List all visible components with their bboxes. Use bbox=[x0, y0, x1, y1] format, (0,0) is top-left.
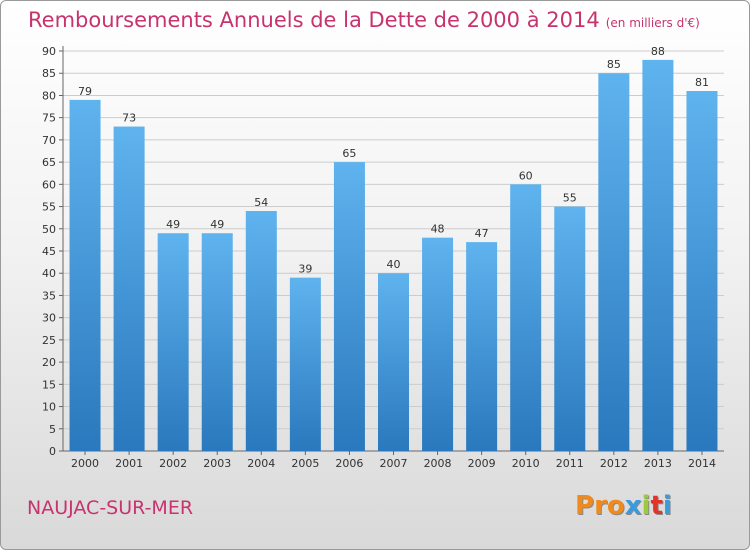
x-tick-label-2000: 2000 bbox=[71, 457, 99, 470]
y-tick-label: 0 bbox=[49, 445, 56, 458]
y-tick-labels: 0 5 10 15 20 25 30 35 40 45 50 55 60 65 70 75 80 85 90 bbox=[42, 45, 56, 458]
logo-letter: x bbox=[624, 491, 642, 521]
bar-2001 bbox=[113, 126, 145, 452]
x-tick-label-2002: 2002 bbox=[159, 457, 187, 470]
x-tick-label-2010: 2010 bbox=[512, 457, 540, 470]
bar-2006 bbox=[333, 162, 365, 451]
bar-2004 bbox=[245, 211, 277, 451]
bar-2012 bbox=[598, 73, 630, 451]
x-tick-label-2008: 2008 bbox=[424, 457, 452, 470]
y-tick-label: 80 bbox=[42, 89, 56, 102]
y-tick-label: 60 bbox=[42, 178, 56, 191]
y-tick-label: 20 bbox=[42, 356, 56, 369]
y-tick-label: 15 bbox=[42, 378, 56, 391]
data-labels: 79 73 49 49 54 39 65 40 48 47 60 55 85 88 81 bbox=[78, 45, 709, 276]
bar-2010 bbox=[510, 184, 542, 452]
bar-2014 bbox=[686, 91, 718, 451]
bar-2011 bbox=[554, 206, 586, 451]
bar-2000 bbox=[69, 99, 101, 451]
logo-letter: r bbox=[594, 491, 607, 521]
commune-name: NAUJAC-SUR-MER bbox=[27, 497, 194, 519]
x-tick-label-2014: 2014 bbox=[688, 457, 716, 470]
x-tick-label-2012: 2012 bbox=[600, 457, 628, 470]
data-label-2003: 49 bbox=[210, 218, 224, 231]
bar-2008 bbox=[422, 237, 454, 451]
x-tick-label-2007: 2007 bbox=[380, 457, 408, 470]
x-tick-label-2013: 2013 bbox=[644, 457, 672, 470]
x-tick-label-2006: 2006 bbox=[335, 457, 363, 470]
y-tick-label: 75 bbox=[42, 112, 56, 125]
logo-letter: o bbox=[606, 491, 625, 521]
bar-2005 bbox=[289, 277, 321, 451]
data-label-2005: 39 bbox=[298, 263, 312, 276]
y-tick-label: 50 bbox=[42, 223, 56, 236]
bar-2002 bbox=[157, 233, 189, 451]
proxiti-logo: Proxiti bbox=[575, 491, 672, 521]
x-tick-labels: 2000 2001 2002 2003 2004 2005 2006 2007 2008 2009… bbox=[71, 451, 716, 470]
y-tick-label: 65 bbox=[42, 156, 56, 169]
bars bbox=[69, 59, 718, 452]
bar-2009 bbox=[466, 242, 498, 451]
y-tick-label: 85 bbox=[42, 67, 56, 80]
chart-subtitle: (en milliers d'€) bbox=[605, 16, 700, 30]
x-tick-label-2009: 2009 bbox=[468, 457, 496, 470]
bar-2003 bbox=[201, 233, 233, 451]
logo-letter: i bbox=[641, 491, 651, 521]
logo-letter: P bbox=[575, 491, 595, 521]
y-tick-label: 40 bbox=[42, 267, 56, 280]
y-tick-label: 5 bbox=[49, 423, 56, 436]
y-tick-label: 70 bbox=[42, 134, 56, 147]
x-tick-label-2011: 2011 bbox=[556, 457, 584, 470]
data-label-2014: 81 bbox=[695, 76, 709, 89]
data-label-2002: 49 bbox=[166, 218, 180, 231]
data-label-2000: 79 bbox=[78, 85, 92, 98]
data-label-2013: 88 bbox=[651, 45, 665, 58]
y-tick-label: 35 bbox=[42, 289, 56, 302]
x-tick-label-2001: 2001 bbox=[115, 457, 143, 470]
y-tick-label: 90 bbox=[42, 45, 56, 58]
logo-letter: t bbox=[650, 491, 663, 521]
x-tick-label-2003: 2003 bbox=[203, 457, 231, 470]
data-label-2007: 40 bbox=[387, 258, 401, 271]
data-label-2011: 55 bbox=[563, 192, 577, 205]
data-label-2009: 47 bbox=[475, 227, 489, 240]
chart-title-text: Remboursements Annuels de la Dette de 20… bbox=[28, 8, 600, 32]
data-label-2004: 54 bbox=[254, 196, 268, 209]
data-label-2008: 48 bbox=[431, 223, 445, 236]
y-tick-label: 10 bbox=[42, 401, 56, 414]
data-label-2001: 73 bbox=[122, 112, 136, 125]
logo-letter: i bbox=[662, 491, 672, 521]
x-tick-label-2004: 2004 bbox=[247, 457, 275, 470]
chart-title: Remboursements Annuels de la Dette de 20… bbox=[28, 8, 700, 32]
bar-2013 bbox=[642, 59, 674, 452]
data-label-2006: 65 bbox=[342, 147, 356, 160]
data-label-2012: 85 bbox=[607, 58, 621, 71]
x-tick-label-2005: 2005 bbox=[291, 457, 319, 470]
y-tick-label: 45 bbox=[42, 245, 56, 258]
y-tick-label: 55 bbox=[42, 201, 56, 214]
bar-2007 bbox=[378, 273, 409, 451]
y-tick-label: 25 bbox=[42, 334, 56, 347]
data-label-2010: 60 bbox=[519, 169, 533, 182]
y-tick-label: 30 bbox=[42, 312, 56, 325]
